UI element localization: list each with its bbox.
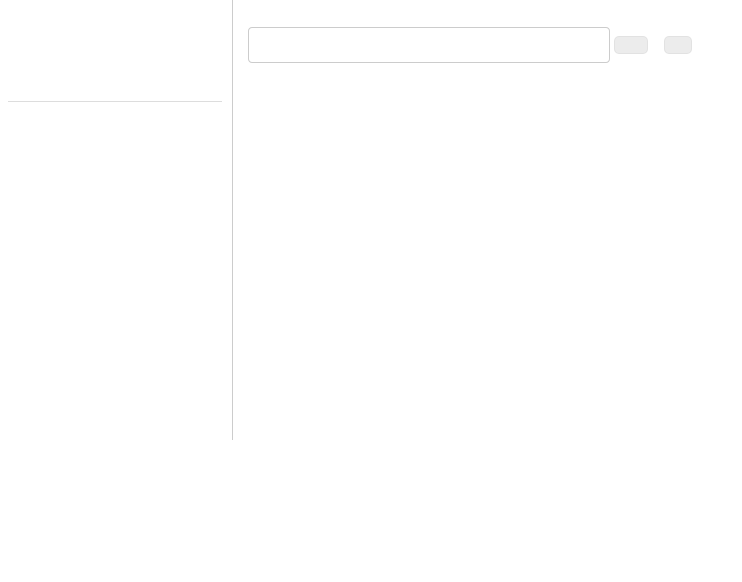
accounts-header-row	[8, 94, 222, 102]
search-input[interactable]	[248, 27, 610, 63]
help-button[interactable]	[664, 36, 692, 54]
accounts-table	[8, 94, 222, 102]
search-button[interactable]	[614, 36, 648, 54]
account-column-header	[8, 94, 115, 102]
sidebar	[0, 0, 233, 440]
search-form	[248, 27, 742, 63]
balance-column-header	[115, 94, 222, 102]
main-content	[233, 0, 742, 84]
